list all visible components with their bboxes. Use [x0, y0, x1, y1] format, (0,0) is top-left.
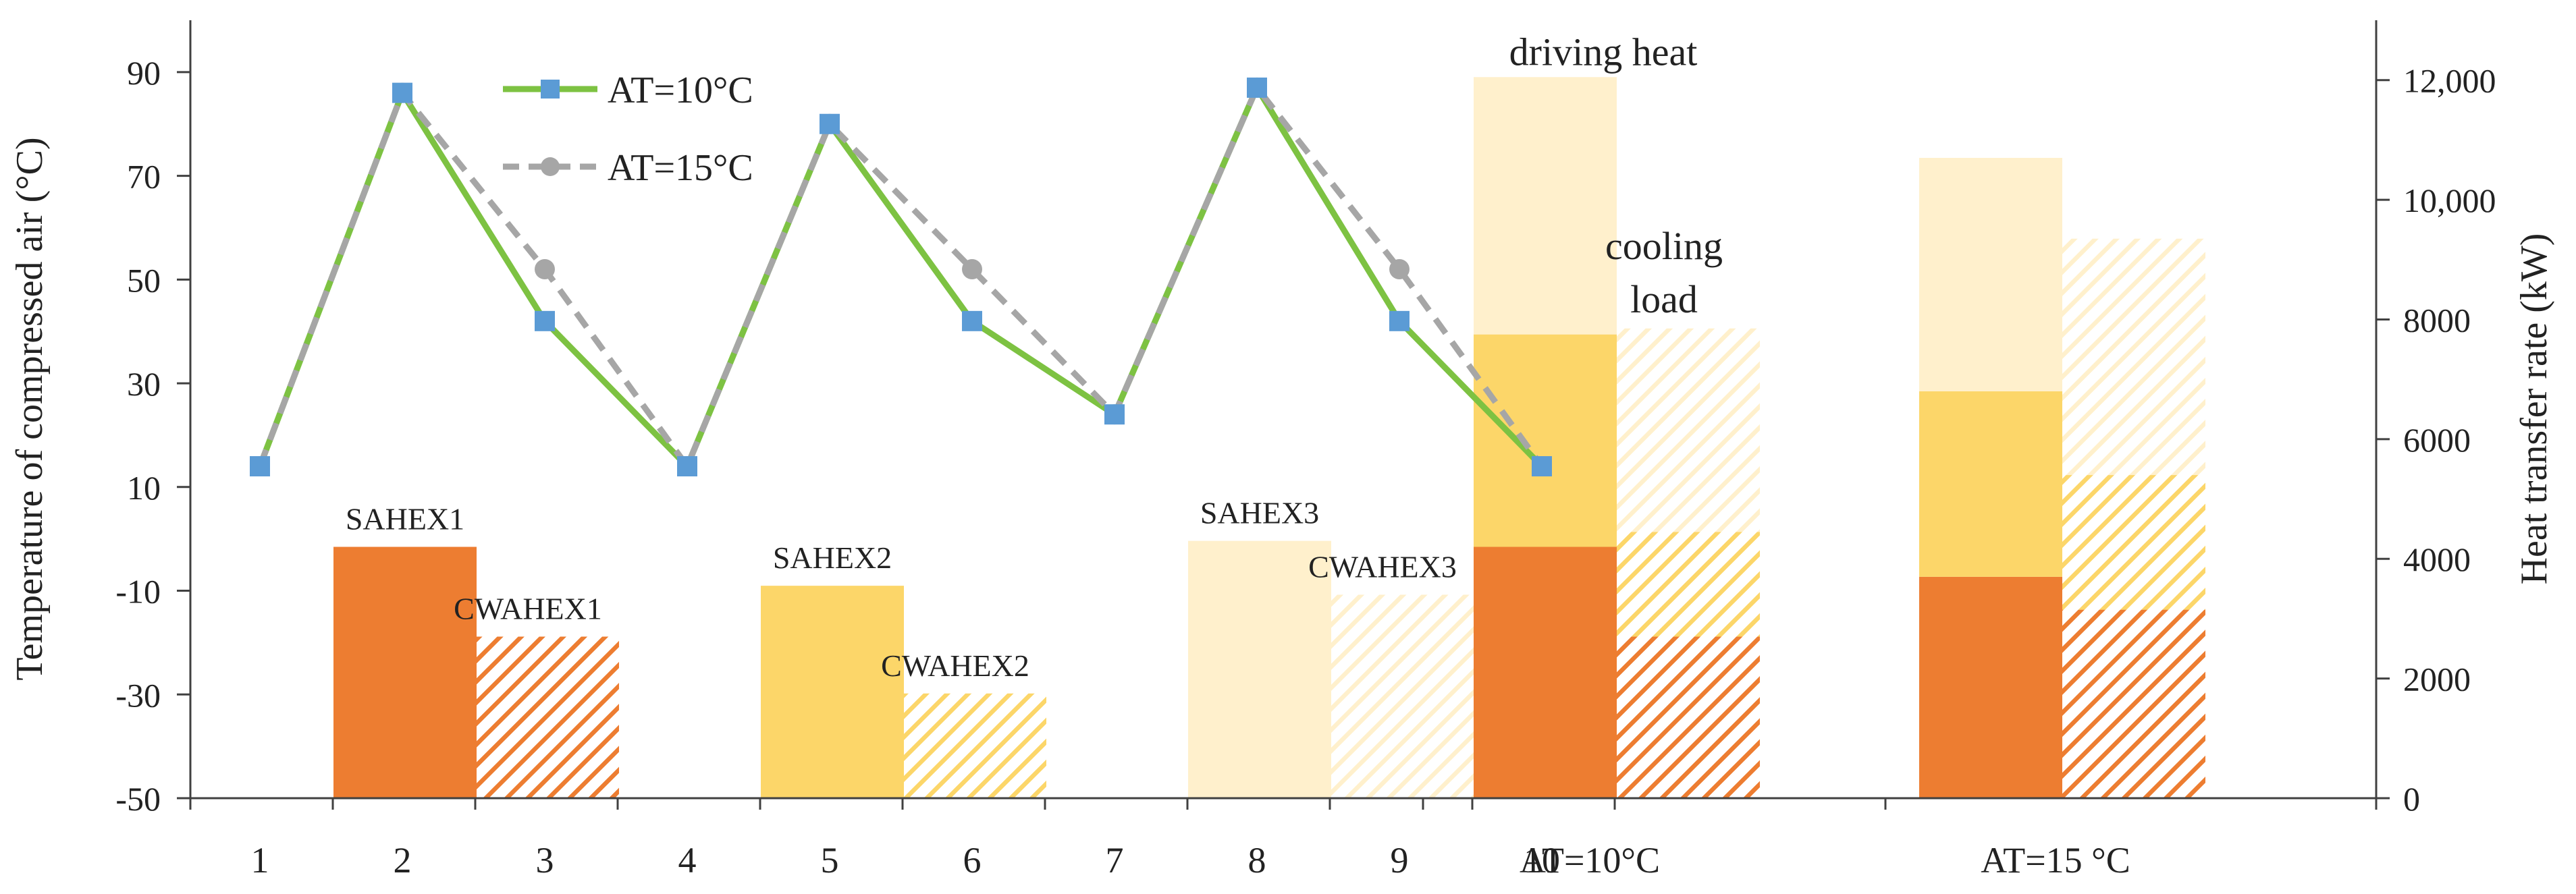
stack-cooling-0-1 [1617, 532, 1760, 637]
bar-cwahex2 [903, 693, 1046, 798]
x-tick-label-1: 2 [394, 840, 412, 881]
marker-at10-1 [250, 456, 270, 477]
x-tick-label-2: 3 [536, 840, 554, 881]
y-right-tick-4: 4000 [2403, 540, 2471, 578]
x-tick-label-3: 4 [678, 840, 697, 881]
marker-at10-7 [1104, 404, 1125, 425]
labels-layer: SAHEX1 CWAHEX1 SAHEX2 CWAHEX2 SAHEX3 CWAHEX3 d… [115, 30, 2496, 881]
x-tick-label-11: AT=15 °C [1981, 840, 2130, 881]
series-line-0 [257, 84, 1545, 470]
y-right-tick-5: 2000 [2403, 661, 2471, 698]
y-right-axis-label: Heat transfer rate (kW) [2513, 233, 2555, 585]
annotation-cooling: cooling [1605, 224, 1723, 268]
y-right-tick-3: 6000 [2403, 421, 2471, 459]
bar-sahex1 [333, 547, 477, 798]
y-left-tick-3: 30 [127, 365, 161, 403]
x-tick-label-6: 7 [1106, 840, 1124, 881]
annotation-load: load [1630, 277, 1698, 321]
y-right-tick-0: 12,000 [2403, 62, 2496, 100]
stack-driving-1-1 [1919, 391, 2062, 577]
legend: AT=10°C AT=15°C [503, 69, 753, 189]
marker-at10-8 [1247, 77, 1267, 98]
bar-sahex2 [761, 586, 904, 798]
y-left-tick-2: 50 [127, 261, 161, 299]
x-tick-label-10: AT=10°C [1520, 840, 1660, 881]
lines-layer [250, 77, 1552, 477]
marker-at10-10 [1532, 456, 1552, 477]
stack-driving-0-1 [1474, 334, 1617, 547]
legend-label-at10: AT=10°C [608, 69, 753, 111]
y-left-axis-label: Temperature of compressed air (°C) [9, 137, 51, 680]
marker-at10-6 [962, 310, 982, 331]
marker-at15-6 [962, 258, 982, 279]
y-left-tick-0: 90 [127, 54, 161, 92]
series-line-1 [257, 84, 1545, 470]
stack-cooling-0-2 [1617, 328, 1760, 532]
y-left-tick-1: 70 [127, 158, 161, 196]
legend-label-at15: AT=15°C [608, 147, 753, 189]
x-tick-label-7: 8 [1248, 840, 1266, 881]
bar-cwahex1 [476, 636, 619, 798]
stack-driving-1-0 [1919, 576, 2062, 798]
x-tick-label-0: 1 [251, 840, 269, 881]
x-tick-label-8: 9 [1391, 840, 1409, 881]
x-tick-label-4: 5 [821, 840, 839, 881]
marker-at10-2 [392, 82, 412, 103]
x-tick-label-9: 10 [1524, 840, 1560, 881]
bars-layer [333, 77, 2205, 798]
legend-marker-at10 [541, 80, 560, 99]
marker-at15-9 [1389, 258, 1410, 279]
stack-cooling-1-2 [2062, 238, 2205, 476]
bar-label-cwahex2: CWAHEX2 [881, 648, 1029, 683]
bar-label-sahex3: SAHEX3 [1200, 496, 1319, 530]
annotation-driving-heat: driving heat [1509, 30, 1698, 74]
stack-driving-0-0 [1474, 547, 1617, 798]
marker-at10-9 [1389, 310, 1410, 331]
y-right-tick-1: 10,000 [2403, 181, 2496, 219]
bar-label-sahex1: SAHEX1 [346, 501, 464, 536]
y-left-tick-4: 10 [127, 469, 161, 507]
y-right-tick-6: 0 [2403, 780, 2420, 818]
stack-driving-0-2 [1474, 77, 1617, 335]
axes-layer [189, 20, 2378, 800]
marker-at10-3 [535, 310, 555, 331]
bar-sahex3 [1188, 540, 1331, 798]
stack-driving-1-2 [1919, 157, 2062, 391]
legend-marker-at15 [541, 157, 560, 176]
y-left-tick-5: -10 [115, 573, 161, 611]
y-left-tick-6: -30 [115, 676, 161, 714]
marker-at10-4 [677, 456, 697, 477]
bar-label-sahex2: SAHEX2 [773, 540, 892, 575]
y-left-tick-7: -50 [115, 780, 161, 818]
y-right-tick-2: 8000 [2403, 301, 2471, 339]
marker-at10-5 [820, 113, 840, 134]
stack-cooling-1-0 [2062, 609, 2205, 798]
bar-label-cwahex3: CWAHEX3 [1308, 549, 1457, 584]
bar-label-cwahex1: CWAHEX1 [454, 592, 602, 626]
x-tick-label-5: 6 [963, 840, 982, 881]
stack-cooling-1-1 [2062, 475, 2205, 610]
marker-at15-3 [535, 258, 555, 279]
stack-cooling-0-0 [1617, 636, 1760, 798]
bar-cwahex3 [1331, 594, 1474, 798]
